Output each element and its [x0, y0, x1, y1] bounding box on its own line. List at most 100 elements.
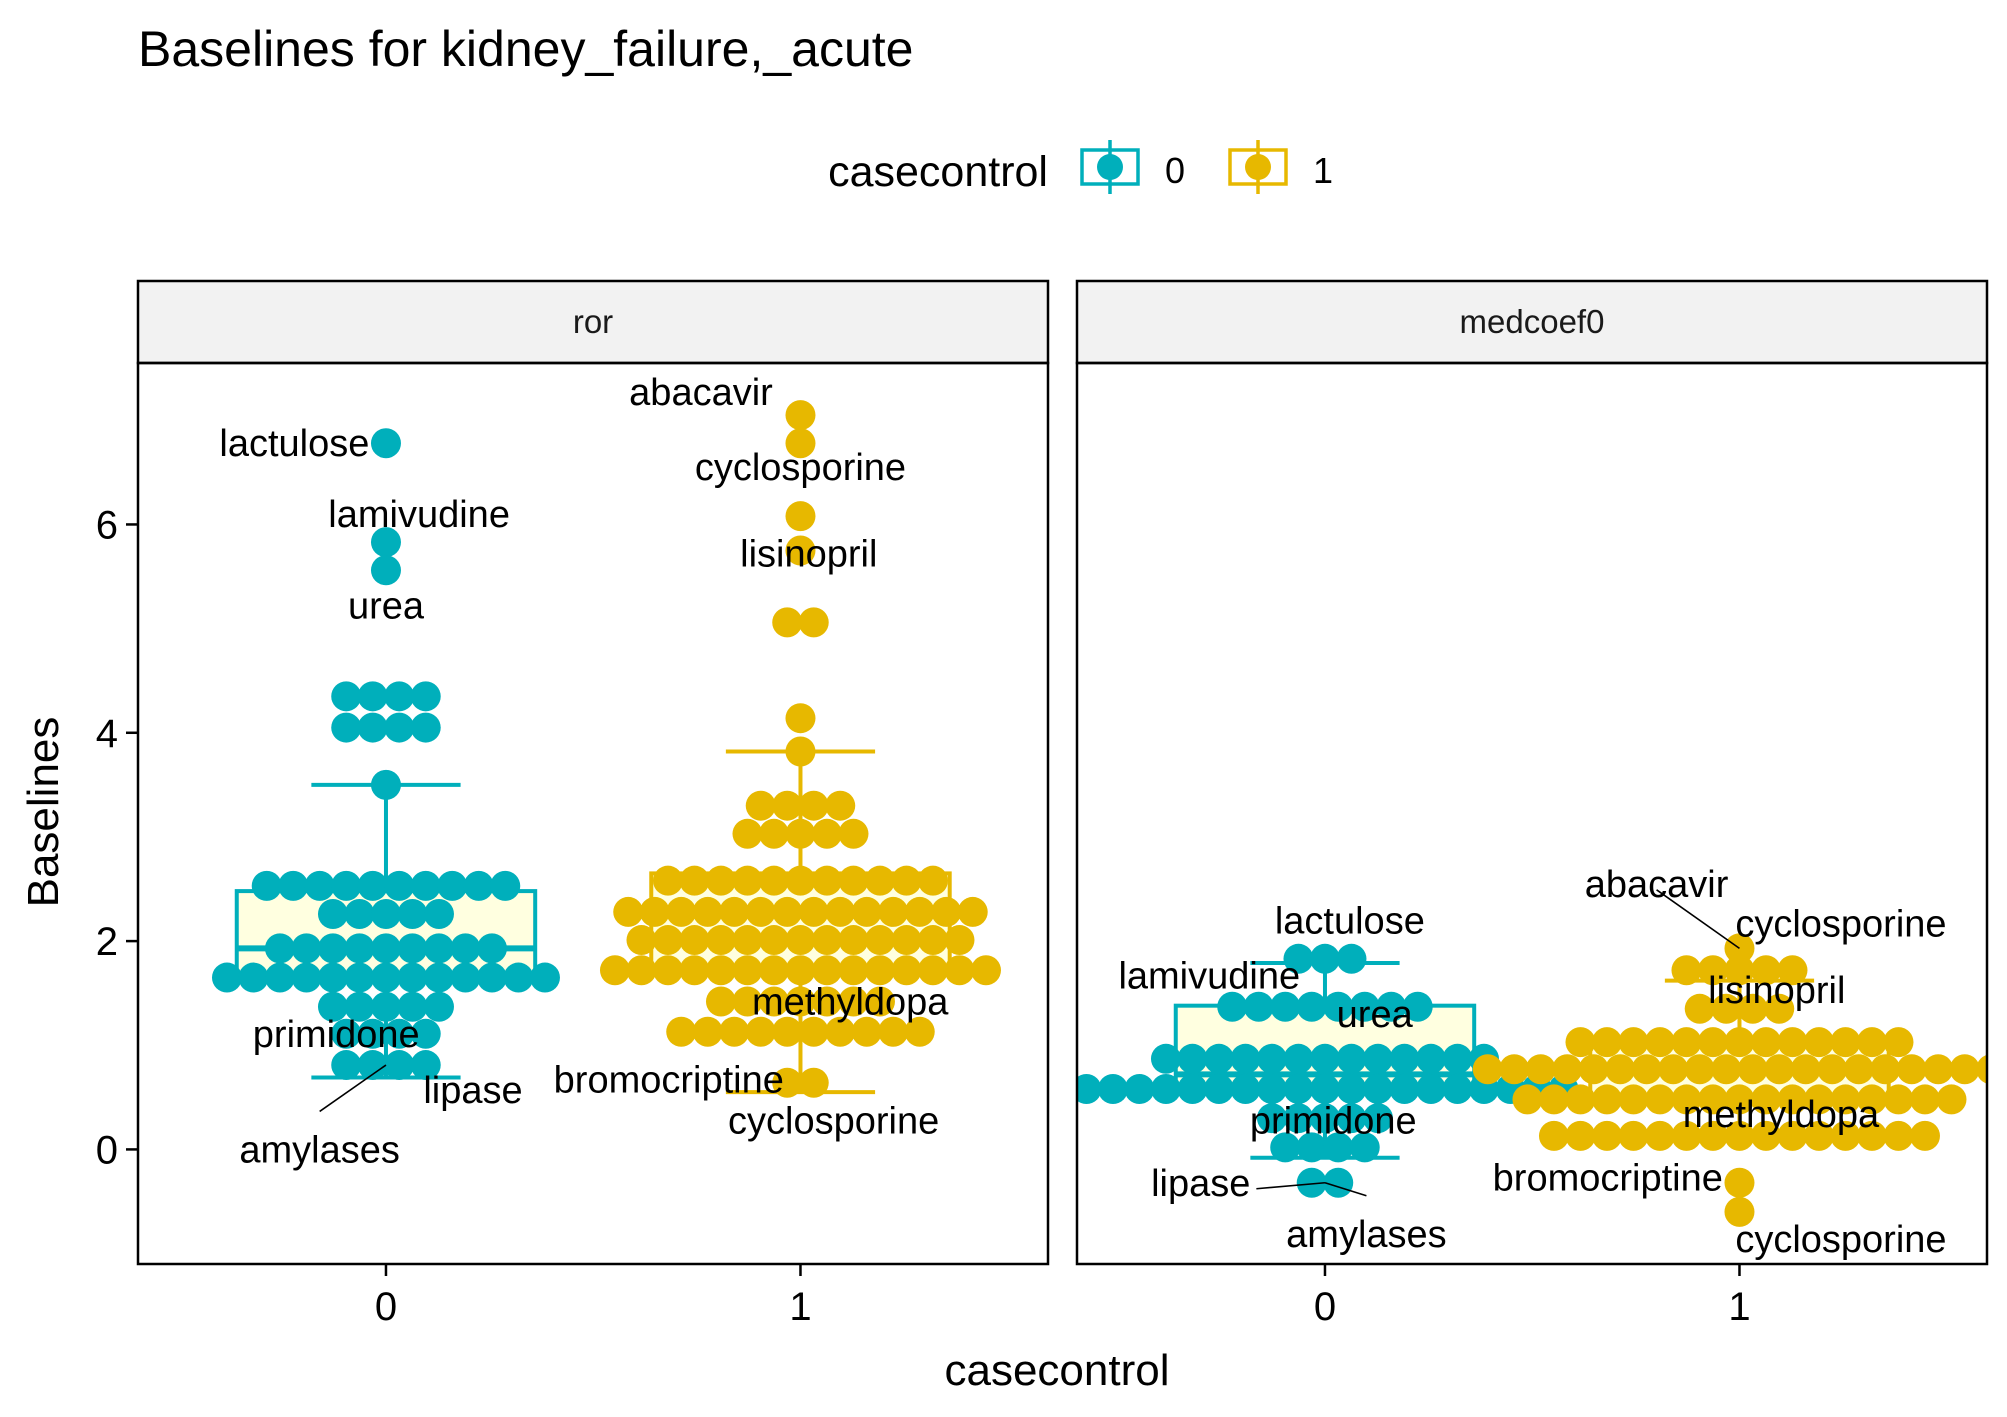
data-point	[785, 736, 816, 767]
data-point	[1724, 1196, 1755, 1227]
data-point	[652, 865, 683, 896]
data-point	[798, 1016, 829, 1047]
data-point	[357, 870, 388, 901]
data-point	[772, 790, 803, 821]
data-point	[1883, 1120, 1914, 1151]
data-point	[317, 962, 348, 993]
data-point	[1472, 1054, 1503, 1085]
data-point	[1243, 991, 1274, 1022]
data-point	[891, 865, 922, 896]
data-point	[1150, 1074, 1181, 1105]
data-point	[1538, 1120, 1569, 1151]
data-point	[745, 896, 776, 927]
data-point	[1724, 1167, 1755, 1198]
data-point	[251, 870, 282, 901]
point-annotation: cyclosporine	[695, 447, 906, 489]
data-point	[1750, 955, 1781, 986]
data-point	[1591, 1027, 1622, 1058]
data-point	[719, 1016, 750, 1047]
data-point	[1750, 1084, 1781, 1115]
data-point	[1724, 955, 1755, 986]
data-point	[1552, 1054, 1583, 1085]
data-point	[1896, 1054, 1927, 1085]
data-point	[344, 933, 375, 964]
data-point	[732, 955, 763, 986]
data-point	[1790, 1054, 1821, 1085]
data-point	[1323, 1132, 1354, 1163]
data-point	[811, 818, 842, 849]
legend-label-0: 0	[1165, 150, 1185, 191]
data-point	[904, 896, 935, 927]
legend-label-1: 1	[1313, 150, 1333, 191]
data-point	[904, 1016, 935, 1047]
data-point	[1376, 991, 1407, 1022]
data-point	[838, 865, 869, 896]
point-annotation: lisinopril	[1708, 970, 1845, 1012]
data-point	[1777, 955, 1808, 986]
data-point	[397, 962, 428, 993]
data-point	[384, 870, 415, 901]
data-point	[331, 681, 362, 712]
x-tick-label: 1	[789, 1285, 811, 1329]
data-point	[1323, 1167, 1354, 1198]
legend-key-dot	[1097, 154, 1123, 180]
data-point	[917, 955, 948, 986]
data-point	[1697, 1120, 1728, 1151]
data-point	[1803, 1120, 1834, 1151]
data-point	[1270, 991, 1301, 1022]
data-point	[1349, 991, 1380, 1022]
data-point	[1936, 1084, 1967, 1115]
data-point	[1565, 1027, 1596, 1058]
data-point	[423, 933, 454, 964]
data-point	[1843, 1054, 1874, 1085]
data-point	[1671, 1120, 1702, 1151]
data-point	[626, 925, 657, 956]
data-point	[1283, 943, 1314, 974]
dots-1	[599, 400, 1001, 1098]
point-annotation: urea	[348, 586, 425, 628]
data-point	[891, 925, 922, 956]
data-point	[1830, 1027, 1861, 1058]
data-point	[798, 896, 829, 927]
data-point	[291, 933, 322, 964]
data-point	[291, 962, 322, 993]
data-point	[1512, 1084, 1543, 1115]
data-point	[370, 933, 401, 964]
data-point	[410, 1018, 441, 1049]
point-annotation: lipase	[423, 1070, 522, 1112]
data-point	[758, 818, 789, 849]
data-point	[384, 712, 415, 743]
data-point	[1203, 1074, 1234, 1105]
data-point	[692, 1016, 723, 1047]
data-point	[838, 925, 869, 956]
data-point	[1336, 1074, 1367, 1105]
data-point	[370, 555, 401, 586]
data-point	[1097, 1074, 1128, 1105]
data-point	[1684, 993, 1715, 1024]
data-point	[785, 703, 816, 734]
data-point	[1949, 1054, 1980, 1085]
data-point	[772, 1067, 803, 1098]
data-point	[785, 925, 816, 956]
data-point	[1724, 1120, 1755, 1151]
data-point	[1309, 1043, 1340, 1074]
point-annotation: methyldopa	[752, 982, 949, 1024]
data-point	[1415, 1074, 1446, 1105]
data-point	[957, 896, 988, 927]
data-point	[357, 712, 388, 743]
point-annotation: lamivudine	[1118, 955, 1300, 997]
y-tick-label: 2	[96, 920, 118, 964]
x-tick-label: 0	[375, 1285, 397, 1329]
data-point	[1856, 1027, 1887, 1058]
data-point	[503, 962, 534, 993]
annotation-leader	[1324, 1181, 1367, 1197]
point-annotation: abacavir	[1585, 864, 1729, 906]
point-annotation: urea	[1337, 994, 1414, 1036]
data-point	[1909, 1084, 1940, 1115]
facet-medcoef0: medcoef0 lactulose lamivudine urea primidone…	[1075, 279, 1989, 1329]
facet-strip-label: medcoef0	[1460, 303, 1605, 340]
data-point	[1256, 1074, 1287, 1105]
point-annotation: lipase	[1151, 1163, 1250, 1205]
data-point	[772, 607, 803, 638]
